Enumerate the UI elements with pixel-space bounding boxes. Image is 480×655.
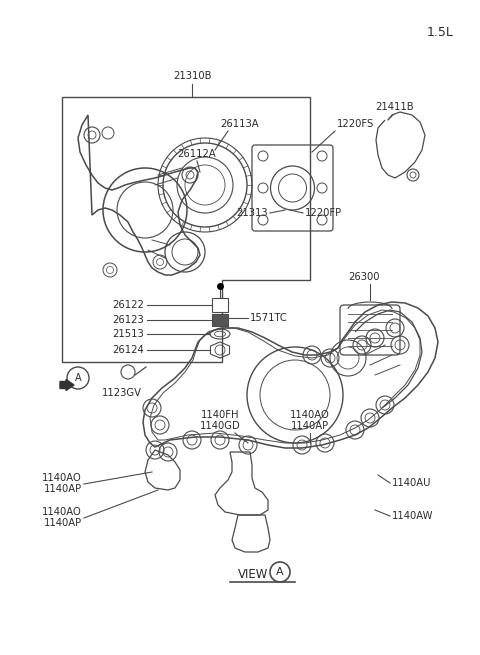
Text: 21513: 21513 bbox=[112, 329, 144, 339]
Text: 1140AO: 1140AO bbox=[42, 507, 82, 517]
Text: 26300: 26300 bbox=[348, 272, 380, 282]
Text: 1140AP: 1140AP bbox=[44, 484, 82, 494]
Text: 1140FH: 1140FH bbox=[201, 410, 239, 420]
Text: 1123GV: 1123GV bbox=[102, 388, 142, 398]
Text: 26123: 26123 bbox=[112, 315, 144, 325]
Text: 1140AP: 1140AP bbox=[291, 421, 329, 431]
Text: 1140AP: 1140AP bbox=[44, 518, 82, 528]
Text: 1571TC: 1571TC bbox=[250, 313, 288, 323]
FancyArrow shape bbox=[60, 379, 74, 390]
Bar bbox=[212, 314, 228, 326]
Text: 26124: 26124 bbox=[112, 345, 144, 355]
Text: 1140GD: 1140GD bbox=[200, 421, 240, 431]
Bar bbox=[212, 298, 228, 312]
Text: VIEW: VIEW bbox=[238, 569, 268, 582]
Text: A: A bbox=[276, 567, 284, 577]
Text: 21411B: 21411B bbox=[375, 102, 414, 112]
Text: 1140AO: 1140AO bbox=[42, 473, 82, 483]
Text: 26122: 26122 bbox=[112, 300, 144, 310]
Text: 1220FP: 1220FP bbox=[305, 208, 342, 218]
Text: 26113A: 26113A bbox=[221, 119, 259, 129]
Text: A: A bbox=[75, 373, 81, 383]
Text: 1140AU: 1140AU bbox=[392, 478, 432, 488]
Text: 1140AO: 1140AO bbox=[290, 410, 330, 420]
Text: 21313: 21313 bbox=[236, 208, 268, 218]
Text: 26112A: 26112A bbox=[178, 149, 216, 159]
Text: 21310B: 21310B bbox=[173, 71, 211, 81]
Text: 1220FS: 1220FS bbox=[337, 119, 374, 129]
Text: 1.5L: 1.5L bbox=[427, 26, 454, 39]
Text: 1140AW: 1140AW bbox=[392, 511, 433, 521]
